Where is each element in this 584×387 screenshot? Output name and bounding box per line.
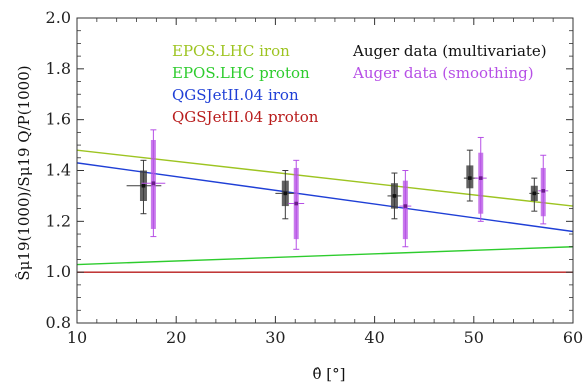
x-tick-label: 40: [364, 328, 384, 347]
legend-entry-epos-lhc-iron: EPOS.LHC iron: [172, 42, 290, 60]
data-point-0-2: [387, 172, 402, 220]
data-point-0-0: [126, 159, 162, 215]
data-point-0-3: [463, 149, 477, 202]
plot-area: [77, 129, 573, 273]
legend-entry-epos-lhc-proton: EPOS.LHC proton: [172, 64, 310, 82]
point-marker: [294, 201, 299, 206]
legend-entry-auger-data-multivariate-: Auger data (multivariate): [352, 42, 547, 60]
model-line-2: [77, 162, 573, 233]
x-axis-title: θ̂ [°]: [312, 365, 345, 383]
data-point-0-1: [275, 170, 296, 220]
point-marker: [141, 183, 146, 188]
axes: 10 20 30 40 50 60 0.8 1.0 1.2 1.4 1.6 1.8 2.0: [46, 8, 584, 347]
y-axis-title: Ŝμ19(1000)/Sμ19 Q/P(1000): [15, 65, 33, 280]
point-marker: [392, 194, 397, 198]
y-tick-label: 1.4: [46, 161, 71, 180]
legend: EPOS.LHC iron EPOS.LHC proton QGSJetII.04 …: [172, 42, 547, 126]
systematic-box: [478, 152, 484, 214]
y-tick-label: 1.8: [46, 59, 71, 78]
x-tick-label: 10: [67, 328, 87, 347]
data-point-1-2: [399, 170, 412, 248]
y-tick-label: 1.6: [46, 110, 71, 129]
data-point-0-4: [529, 177, 540, 212]
point-marker: [532, 191, 537, 196]
point-marker: [541, 189, 546, 193]
data-point-1-0: [141, 129, 166, 238]
legend-entry-qgsjetii-04-iron: QGSJetII.04 iron: [172, 86, 299, 104]
legend-entry-qgsjetii-04-proton: QGSJetII.04 proton: [172, 108, 319, 126]
point-marker: [468, 176, 472, 180]
model-line-1: [77, 246, 573, 266]
x-tick-label: 50: [464, 328, 484, 347]
point-marker: [403, 204, 408, 208]
x-tick-label: 30: [265, 328, 285, 347]
x-tick-label: 20: [166, 328, 186, 347]
point-marker: [478, 176, 483, 180]
y-tick-label: 1.2: [46, 211, 71, 230]
y-tick-label: 1.0: [46, 262, 71, 281]
systematic-box: [402, 180, 408, 240]
y-tick-label: 2.0: [46, 8, 71, 27]
data-point-1-4: [538, 154, 549, 225]
data-point-1-1: [288, 159, 305, 250]
model-line-0: [77, 149, 573, 207]
data-point-1-3: [474, 136, 487, 222]
x-tick-label: 60: [563, 328, 583, 347]
y-tick-label: 0.8: [46, 313, 71, 332]
legend-entry-auger-data-smoothing-: Auger data (smoothing): [352, 64, 534, 82]
point-marker: [283, 191, 288, 196]
point-marker: [151, 181, 156, 186]
